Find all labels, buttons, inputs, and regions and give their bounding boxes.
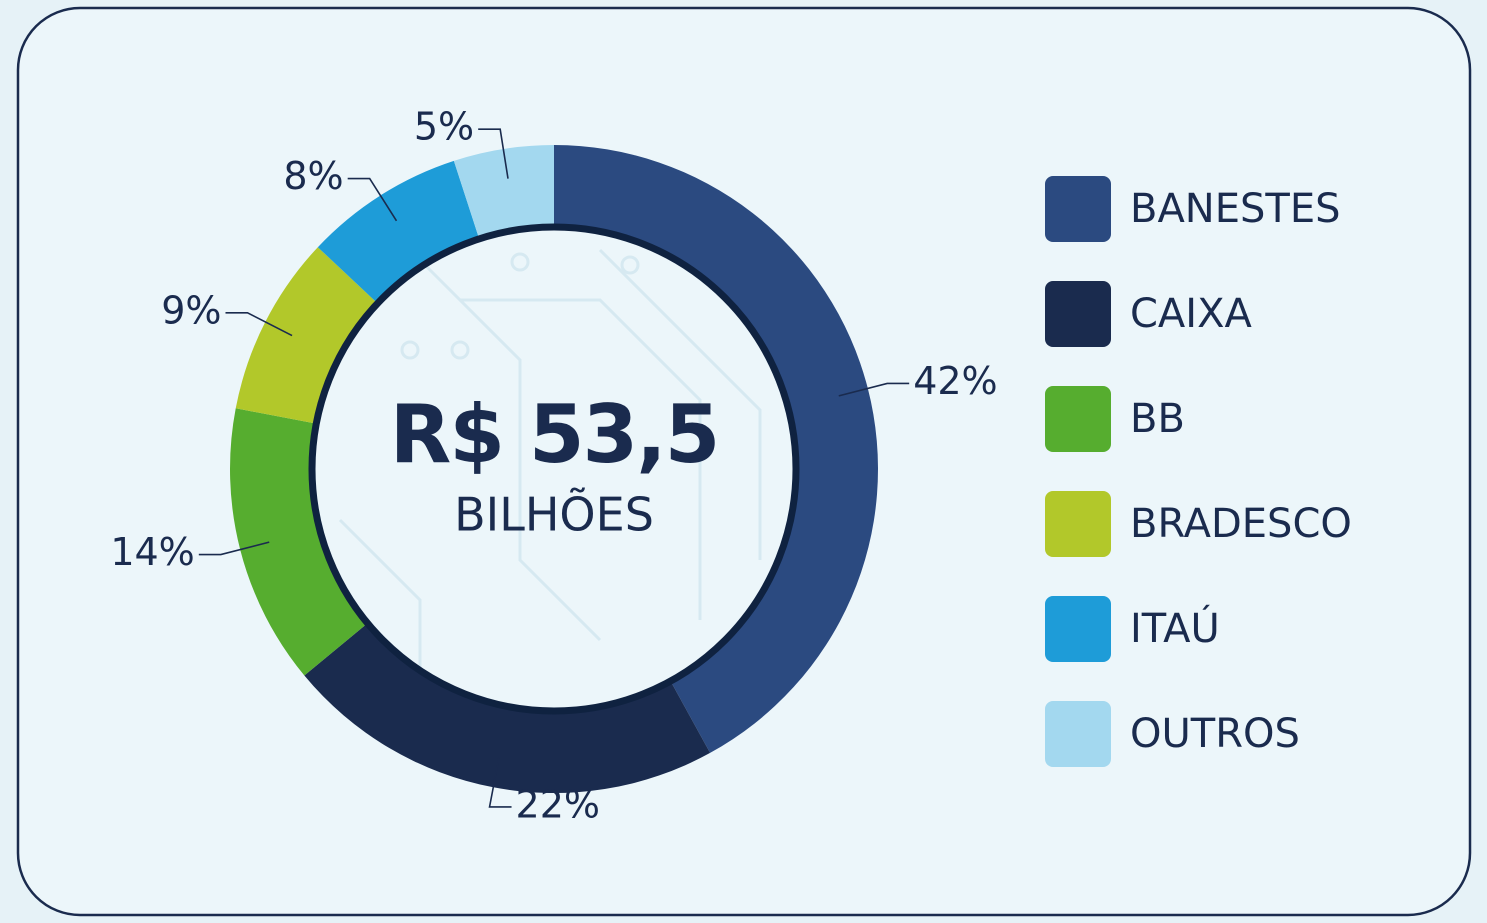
donut-segment <box>453 145 554 237</box>
leader-line <box>225 312 293 337</box>
inner-ring <box>308 223 800 715</box>
leader-line <box>347 177 398 222</box>
value-label: 22% <box>516 782 600 826</box>
legend-label: BRADESCO <box>1130 501 1352 547</box>
donut-segment <box>554 145 879 753</box>
legend-label: CAIXA <box>1130 291 1252 337</box>
value-label: 14% <box>110 530 194 574</box>
value-label: 5% <box>414 105 474 149</box>
value-label: 9% <box>161 288 221 332</box>
legend-swatch <box>1045 386 1111 452</box>
legend-label: BANESTES <box>1130 186 1341 232</box>
legend-label: OUTROS <box>1130 711 1300 757</box>
legend-swatch <box>1045 701 1111 767</box>
donut-segment <box>235 247 377 424</box>
value-label: 8% <box>283 154 343 198</box>
value-label: 42% <box>913 359 997 403</box>
circuit-decoration <box>338 248 762 700</box>
leader-line <box>488 757 512 808</box>
leader-line <box>838 382 910 397</box>
leader-line <box>198 541 270 556</box>
legend-label: BB <box>1130 396 1185 442</box>
donut-segment <box>317 160 479 302</box>
donut-segment <box>230 408 366 676</box>
legend-label: ITAÚ <box>1130 604 1220 652</box>
legend-swatch <box>1045 281 1111 347</box>
center-sublabel: BILHÕES <box>454 488 654 542</box>
legend-swatch <box>1045 596 1111 662</box>
legend-swatch <box>1045 491 1111 557</box>
legend-swatch <box>1045 176 1111 242</box>
leader-line <box>478 128 509 179</box>
center-label: R$ 53,5 <box>390 388 719 481</box>
